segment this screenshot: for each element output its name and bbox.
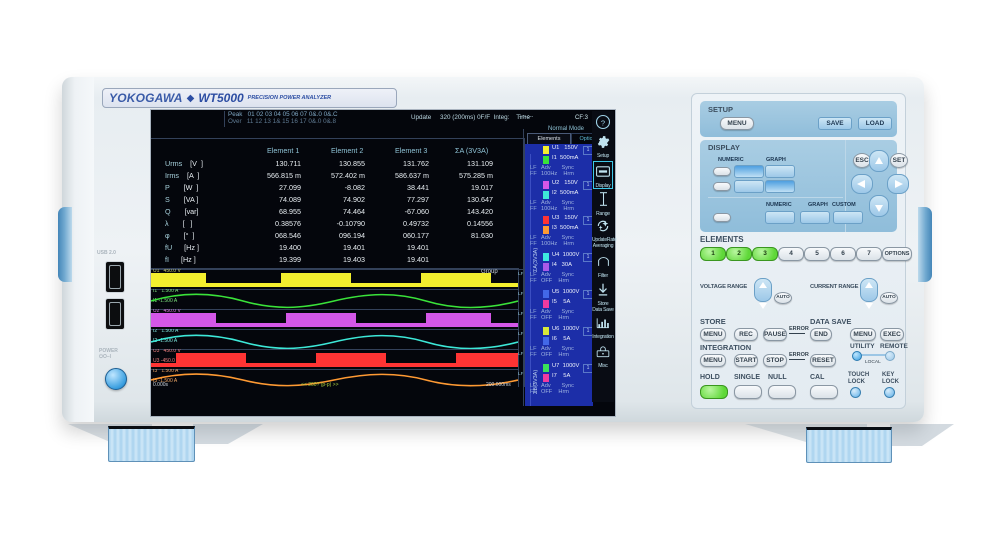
svg-text:?: ?: [601, 119, 605, 128]
